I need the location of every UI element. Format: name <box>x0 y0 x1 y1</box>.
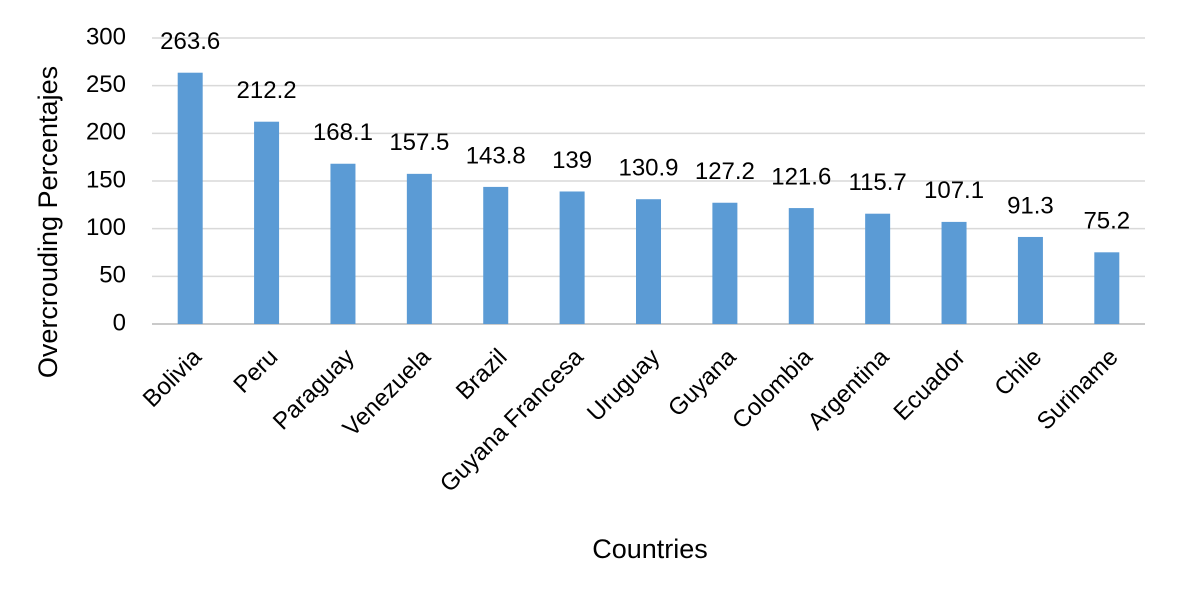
data-label: 115.7 <box>849 169 907 196</box>
bar <box>865 213 891 324</box>
x-tick-label: Ecuador <box>888 344 970 426</box>
y-tick-label: 250 <box>86 71 126 98</box>
data-label: 157.5 <box>389 129 449 156</box>
data-label: 168.1 <box>313 119 373 146</box>
bar <box>1094 252 1120 324</box>
x-tick-label: Colombia <box>727 343 818 434</box>
x-axis-title: Countries <box>592 534 708 564</box>
bar <box>941 221 967 324</box>
y-tick-label: 0 <box>113 309 126 336</box>
x-tick-label: Chile <box>989 344 1047 402</box>
bar <box>177 72 203 325</box>
bar <box>254 121 280 324</box>
data-label: 130.9 <box>618 155 678 182</box>
x-tick-label: Suriname <box>1032 344 1124 436</box>
bar <box>483 186 509 324</box>
y-axis-title: Overcrouding Percentajes <box>33 66 63 378</box>
data-label: 121.6 <box>771 163 831 190</box>
bar <box>1017 236 1043 324</box>
y-tick-label: 100 <box>86 214 126 241</box>
data-label: 212.2 <box>237 77 297 104</box>
data-label: 107.1 <box>924 177 984 204</box>
y-tick-label: 150 <box>86 166 126 193</box>
bar <box>788 208 814 324</box>
y-tick-label: 200 <box>86 119 126 146</box>
y-tick-label: 50 <box>99 262 126 289</box>
bar <box>712 202 738 324</box>
data-label: 127.2 <box>695 158 755 185</box>
x-tick-label: Brazil <box>451 344 513 406</box>
bar <box>330 163 356 324</box>
y-tick-label: 300 <box>86 23 126 50</box>
bar <box>636 199 661 324</box>
data-label: 139 <box>552 147 592 174</box>
data-label: 75.2 <box>1083 208 1130 235</box>
data-label: 263.6 <box>160 28 220 55</box>
x-tick-label: Guyana <box>663 343 742 422</box>
x-tick-label: Bolivia <box>138 343 208 413</box>
x-tick-label: Guyana Francesa <box>435 343 589 497</box>
bar <box>559 191 585 324</box>
data-label: 91.3 <box>1007 192 1054 219</box>
data-label: 143.8 <box>466 142 526 169</box>
x-tick-label: Uruguay <box>582 344 665 427</box>
x-tick-label: Peru <box>228 344 283 399</box>
bar <box>406 173 432 324</box>
x-tick-label: Argentina <box>803 343 895 435</box>
